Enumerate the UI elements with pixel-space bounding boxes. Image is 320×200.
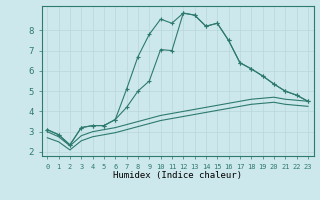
- X-axis label: Humidex (Indice chaleur): Humidex (Indice chaleur): [113, 171, 242, 180]
